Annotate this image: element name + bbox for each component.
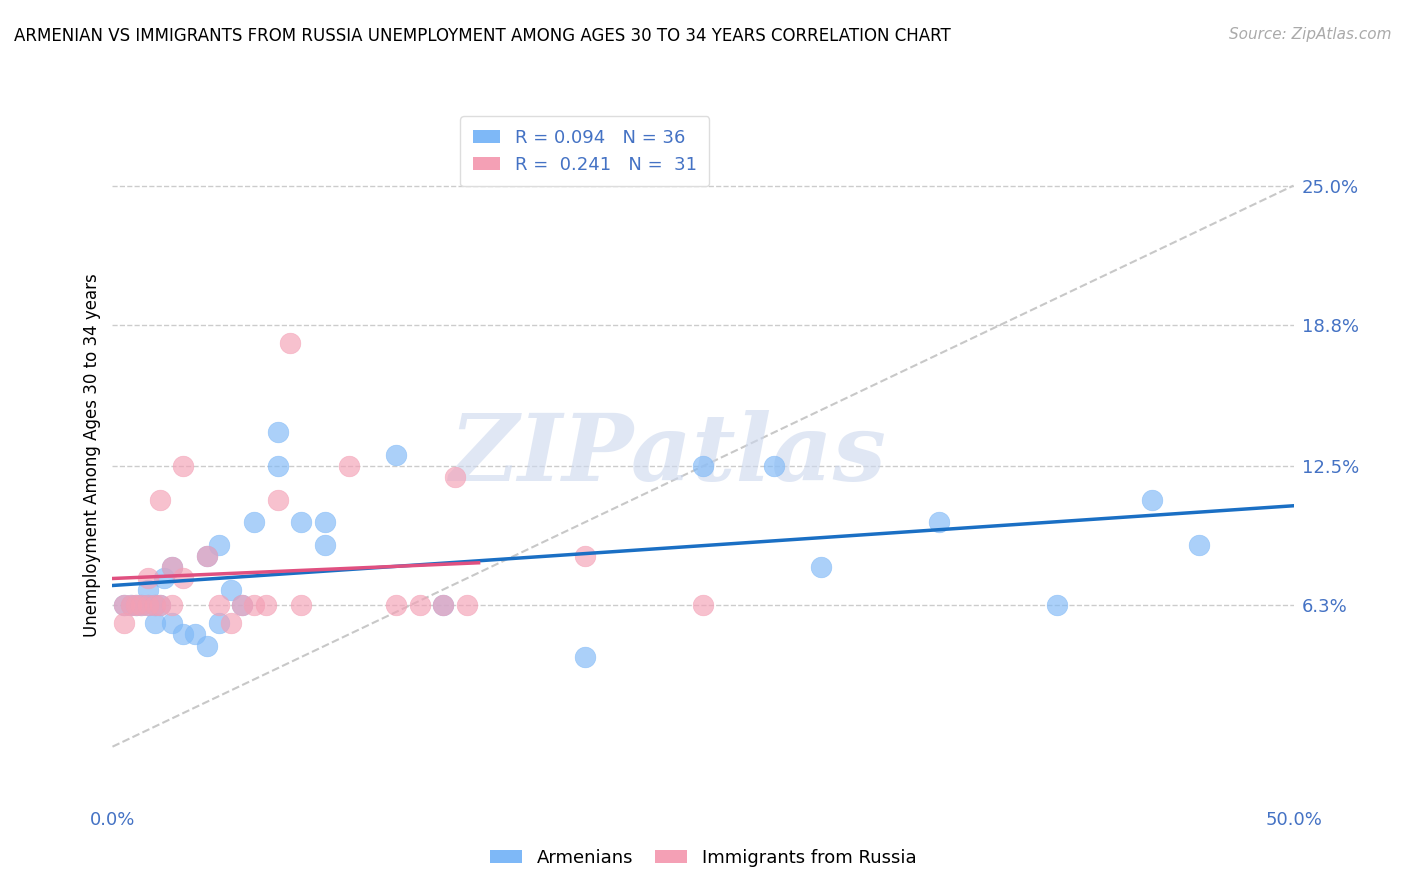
Text: ZIPatlas: ZIPatlas (449, 410, 886, 500)
Point (160, 560, 183, 574)
Point (112, 599, 135, 613)
Point (456, 599, 478, 613)
Point (762, 459, 785, 474)
Point (574, 549, 596, 563)
Point (810, 560, 832, 574)
Point (267, 459, 290, 474)
Point (195, 639, 218, 653)
Legend: Armenians, Immigrants from Russia: Armenians, Immigrants from Russia (482, 842, 924, 874)
Point (219, 616, 242, 631)
Point (432, 599, 454, 613)
Point (208, 538, 231, 552)
Point (129, 599, 152, 613)
Point (195, 549, 218, 563)
Point (120, 599, 142, 613)
Point (231, 599, 253, 613)
Point (928, 515, 950, 529)
Point (136, 599, 159, 613)
Point (314, 515, 336, 529)
Point (136, 571, 159, 585)
Point (219, 582, 242, 597)
Point (432, 599, 454, 613)
Point (125, 599, 148, 613)
Point (444, 470, 467, 484)
Point (153, 571, 176, 585)
Point (208, 599, 231, 613)
Point (290, 515, 312, 529)
Point (172, 627, 194, 641)
Point (1046, 599, 1069, 613)
Point (149, 492, 172, 507)
Point (1188, 538, 1211, 552)
Point (160, 560, 183, 574)
Point (149, 599, 172, 613)
Point (149, 599, 172, 613)
Point (195, 549, 218, 563)
Point (267, 492, 290, 507)
Legend: R = 0.094   N = 36, R =  0.241   N =  31: R = 0.094 N = 36, R = 0.241 N = 31 (461, 116, 709, 186)
Point (692, 459, 714, 474)
Point (290, 599, 312, 613)
Point (692, 599, 714, 613)
Point (143, 599, 166, 613)
Point (267, 425, 290, 440)
Point (172, 571, 194, 585)
Point (337, 459, 360, 474)
Point (129, 599, 152, 613)
Point (1140, 492, 1163, 507)
Point (278, 335, 301, 350)
Point (125, 599, 148, 613)
Text: Source: ZipAtlas.com: Source: ZipAtlas.com (1229, 27, 1392, 42)
Point (143, 599, 166, 613)
Point (160, 599, 183, 613)
Point (574, 649, 596, 664)
Point (172, 459, 194, 474)
Point (385, 599, 408, 613)
Point (136, 599, 159, 613)
Point (314, 538, 336, 552)
Point (408, 599, 430, 613)
Point (136, 582, 159, 597)
Point (208, 616, 231, 631)
Point (120, 599, 142, 613)
Point (184, 627, 207, 641)
Point (231, 599, 253, 613)
Point (160, 616, 183, 631)
Text: ARMENIAN VS IMMIGRANTS FROM RUSSIA UNEMPLOYMENT AMONG AGES 30 TO 34 YEARS CORREL: ARMENIAN VS IMMIGRANTS FROM RUSSIA UNEMP… (14, 27, 950, 45)
Point (254, 599, 277, 613)
Point (385, 448, 408, 462)
Point (112, 616, 135, 631)
Point (243, 599, 266, 613)
Point (143, 616, 166, 631)
Point (112, 599, 135, 613)
Point (243, 515, 266, 529)
Y-axis label: Unemployment Among Ages 30 to 34 years: Unemployment Among Ages 30 to 34 years (83, 273, 101, 637)
